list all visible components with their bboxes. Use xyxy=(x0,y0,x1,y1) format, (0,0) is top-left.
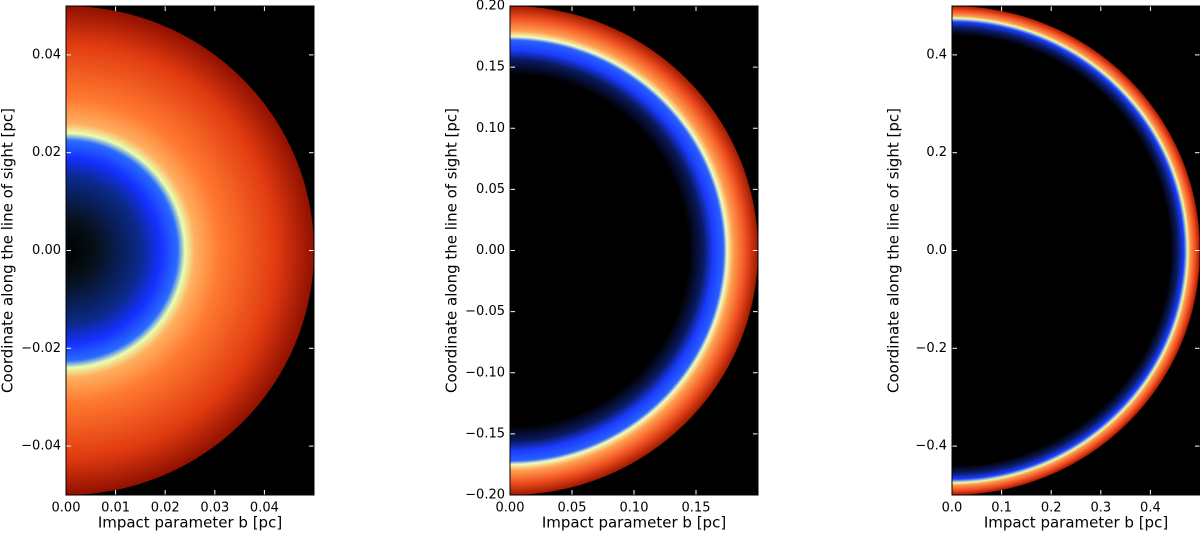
y-tick-label: −0.10 xyxy=(465,365,505,380)
x-tick-label: 0.01 xyxy=(101,501,130,516)
y-tick-label: 0.10 xyxy=(476,121,505,136)
y-tick-label: −0.15 xyxy=(465,426,505,441)
y-tick-label: −0.04 xyxy=(21,439,61,454)
y-tick-label: −0.4 xyxy=(915,439,947,454)
plot-frame xyxy=(951,5,1200,496)
y-axis-label: Coordinate along the line of sight [pc] xyxy=(443,108,461,393)
y-axis-label: Coordinate along the line of sight [pc] xyxy=(885,108,903,393)
y-tick-label: 0.15 xyxy=(476,60,505,75)
y-tick-label: 0.4 xyxy=(926,47,947,62)
x-tick-label: 0.15 xyxy=(682,501,711,516)
plot-frame xyxy=(509,5,759,496)
x-tick-label: 0.00 xyxy=(52,501,81,516)
x-tick-label: 0.4 xyxy=(1140,501,1161,516)
x-tick-label: 0.10 xyxy=(620,501,649,516)
x-tick-label: 0.2 xyxy=(1041,501,1062,516)
y-tick-label: 0.00 xyxy=(476,243,505,258)
shell-image xyxy=(952,6,1200,495)
x-axis-label: Impact parameter b [pc] xyxy=(98,514,282,532)
x-tick-label: 0.1 xyxy=(991,501,1012,516)
y-tick-label: 0.0 xyxy=(926,243,947,258)
shell-image xyxy=(66,6,314,495)
y-tick-label: −0.20 xyxy=(465,488,505,503)
x-tick-label: 0.02 xyxy=(151,501,180,516)
y-tick-label: 0.04 xyxy=(32,47,61,62)
x-tick-label: 0.03 xyxy=(200,501,229,516)
x-tick-label: 0.3 xyxy=(1090,501,1111,516)
y-tick-label: 0.20 xyxy=(476,0,505,14)
y-tick-label: 0.2 xyxy=(926,145,947,160)
shell-image xyxy=(510,6,758,495)
y-axis-label: Coordinate along the line of sight [pc] xyxy=(0,108,17,393)
y-tick-label: 0.02 xyxy=(32,145,61,160)
plot-frame xyxy=(65,5,315,496)
x-tick-label: 0.05 xyxy=(558,501,587,516)
x-tick-label: 0.0 xyxy=(942,501,963,516)
y-tick-label: 0.00 xyxy=(32,243,61,258)
y-tick-label: −0.05 xyxy=(465,304,505,319)
x-tick-label: 0.00 xyxy=(496,501,525,516)
y-tick-label: 0.05 xyxy=(476,182,505,197)
y-tick-label: −0.2 xyxy=(915,341,947,356)
x-axis-label: Impact parameter b [pc] xyxy=(542,514,726,532)
y-tick-label: −0.02 xyxy=(21,341,61,356)
x-axis-label: Impact parameter b [pc] xyxy=(984,514,1168,532)
x-tick-label: 0.04 xyxy=(250,501,279,516)
